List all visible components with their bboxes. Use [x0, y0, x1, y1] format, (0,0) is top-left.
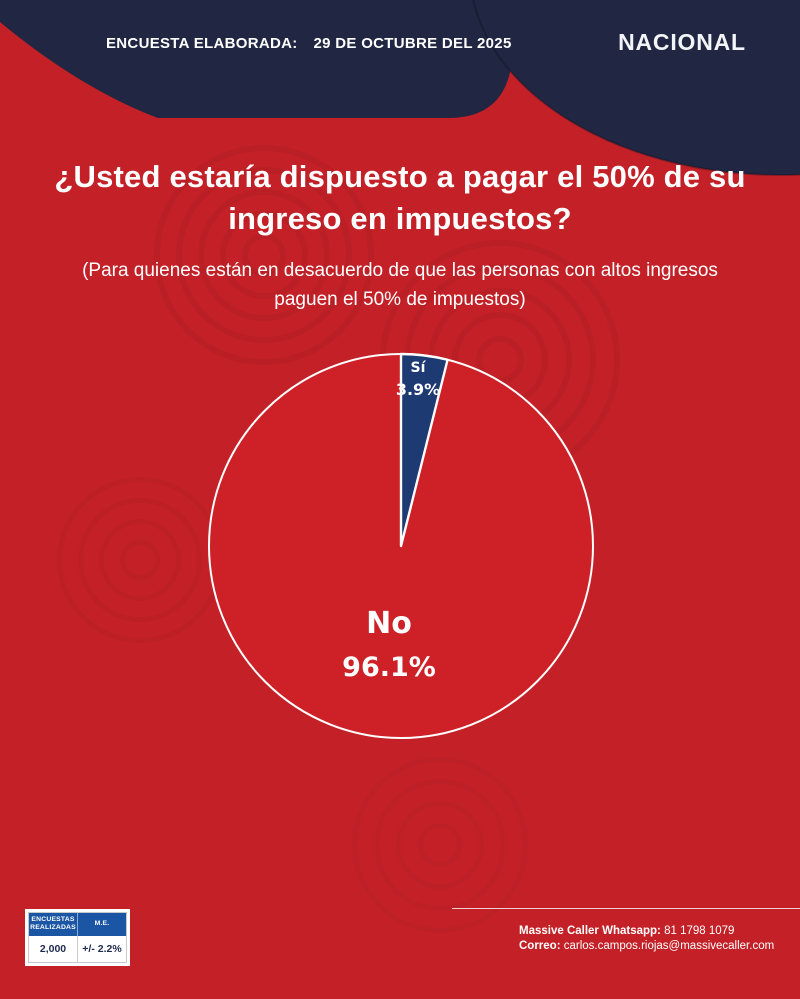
pie-chart: [208, 352, 594, 739]
email-label: Correo:: [519, 940, 561, 952]
stats-value-margin: +/- 2.2%: [77, 935, 126, 962]
stats-table-value-row: 2,000 +/- 2.2%: [29, 935, 126, 962]
pie-label-si-percent: 3.9%: [395, 380, 441, 399]
stats-value-surveys: 2,000: [39, 942, 67, 955]
header-banner: [0, 0, 800, 176]
whatsapp-label: Massive Caller Whatsapp:: [519, 925, 661, 937]
header-shape-left: [0, 0, 512, 118]
question-title: ¿Usted estaría dispuesto a pagar el 50% …: [0, 156, 800, 240]
pie-label-no-category: No: [366, 606, 412, 641]
pie-slice-si: [399, 352, 449, 548]
question-title-line2: ingreso en impuestos?: [228, 201, 572, 236]
survey-label: ENCUESTA ELABORADA:: [106, 35, 298, 52]
question-subtitle-line2: paguen el 50% de impuestos): [274, 289, 526, 310]
question-title-line1: ¿Usted estaría dispuesto a pagar el 50% …: [54, 159, 746, 194]
pie-label-si: Sí 3.9%: [382, 360, 454, 399]
footer-divider-line: [452, 908, 800, 909]
pie-label-no: No 96.1%: [291, 606, 487, 683]
region-label: NACIONAL: [618, 29, 746, 55]
pie-label-no-percent: 96.1%: [342, 652, 436, 683]
question-subtitle: (Para quienes están en desacuerdo de que…: [0, 256, 800, 314]
sample-stats-table: ENCUESTAS REALIZADAS M.E. 2,000 +/- 2.2%: [25, 909, 130, 966]
stats-table-header-row: ENCUESTAS REALIZADAS M.E.: [29, 913, 126, 936]
contact-whatsapp-line: Massive Caller Whatsapp: 81 1798 1079: [519, 924, 774, 939]
header-shape-right: [472, 0, 800, 176]
contact-info: Massive Caller Whatsapp: 81 1798 1079 Co…: [519, 924, 774, 954]
survey-date: 29 DE OCTUBRE DEL 2025: [313, 35, 512, 52]
sample-stats-table-inner: ENCUESTAS REALIZADAS M.E. 2,000 +/- 2.2%: [28, 912, 127, 963]
stats-header-surveys: ENCUESTAS REALIZADAS: [30, 916, 76, 932]
survey-date-row: ENCUESTA ELABORADA: 29 DE OCTUBRE DEL 20…: [106, 35, 512, 52]
stats-header-margin: M.E.: [77, 913, 126, 936]
whatsapp-number: 81 1798 1079: [664, 925, 735, 937]
pie-label-si-category: Sí: [410, 360, 426, 376]
email-value: carlos.campos.riojas@massivecaller.com: [563, 940, 775, 952]
contact-email-line: Correo: carlos.campos.riojas@massivecall…: [519, 939, 774, 954]
question-subtitle-line1: (Para quienes están en desacuerdo de que…: [82, 260, 718, 281]
